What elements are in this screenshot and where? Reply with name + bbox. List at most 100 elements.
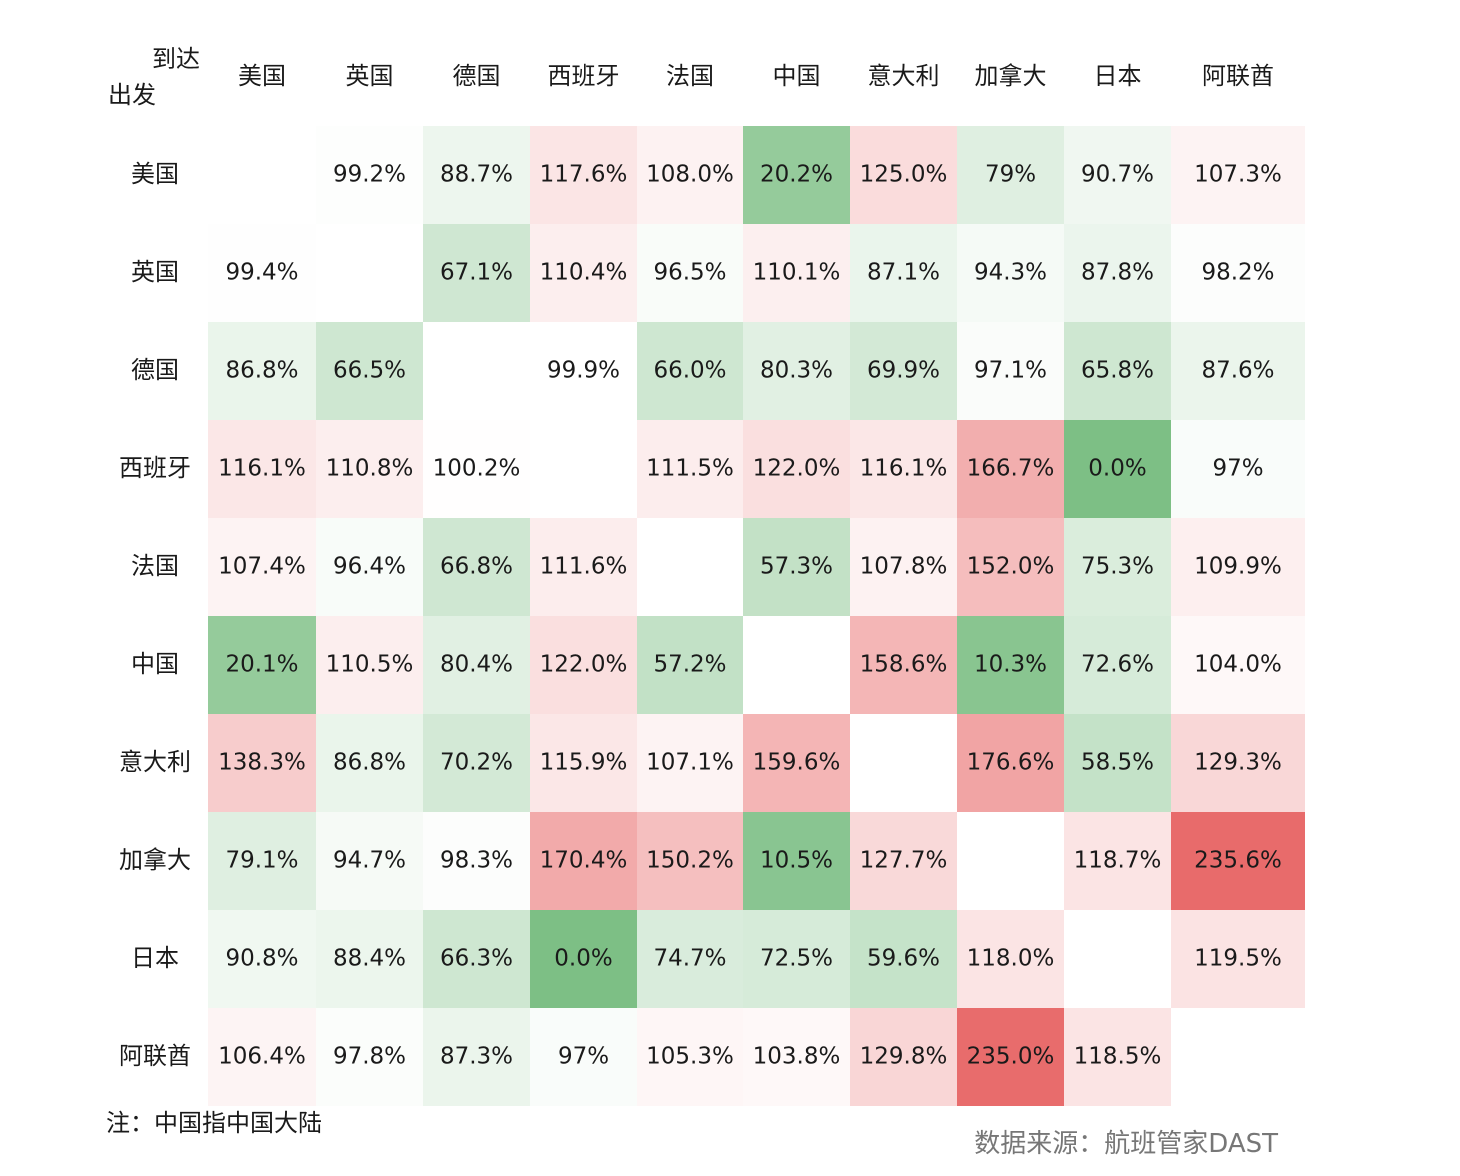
cell-value-label: 94.7% (333, 848, 406, 874)
heatmap-cell (743, 420, 850, 518)
heatmap-cell (1064, 322, 1171, 420)
heatmap-cell (637, 616, 743, 714)
heatmap-cell (208, 126, 316, 224)
heatmap-cell (316, 1008, 423, 1106)
heatmap-cell (316, 420, 423, 518)
heatmap-cell (850, 616, 957, 714)
heatmap-cell (637, 812, 743, 910)
heatmap-cell (743, 714, 850, 812)
cell-value-label: 67.1% (440, 260, 513, 286)
heatmap-cell (637, 1008, 743, 1106)
cell-value-label: 116.1% (218, 456, 306, 482)
heatmap-cell (316, 518, 423, 616)
cell-value-label: 87.3% (440, 1044, 513, 1070)
cell-value-label: 74.7% (653, 946, 726, 972)
heatmap-cell (1171, 224, 1305, 322)
cell-value-label: 138.3% (218, 750, 306, 776)
cell-value-label: 97% (558, 1044, 609, 1070)
heatmap-cell (316, 224, 423, 322)
heatmap-cell (208, 910, 316, 1008)
cell-value-label: 106.4% (218, 1044, 306, 1070)
heatmap-cell (957, 126, 1064, 224)
cell-value-label: 152.0% (967, 554, 1055, 580)
cell-value-label: 235.6% (1194, 848, 1282, 874)
heatmap-cell (1171, 714, 1305, 812)
heatmap-cell (957, 322, 1064, 420)
cell-value-label: 119.5% (1194, 946, 1282, 972)
heatmap-cell (208, 224, 316, 322)
cell-value-label: 158.6% (860, 652, 948, 678)
column-label: 英国 (346, 62, 394, 90)
heatmap-cell (1171, 420, 1305, 518)
cell-value-label: 87.1% (867, 260, 940, 286)
heatmap-cell (743, 126, 850, 224)
cell-value-label: 20.2% (760, 162, 833, 188)
cell-value-label: 105.3% (646, 1044, 734, 1070)
heatmap-cell (208, 714, 316, 812)
heatmap-cell (316, 714, 423, 812)
cell-value-label: 99.9% (547, 358, 620, 384)
row-label: 中国 (131, 650, 179, 678)
heatmap-cell (1171, 1008, 1305, 1106)
column-label: 加拿大 (975, 62, 1047, 90)
heatmap-cell (637, 126, 743, 224)
heatmap-cell (530, 616, 637, 714)
column-label: 中国 (773, 62, 821, 90)
cell-value-label: 97.1% (974, 358, 1047, 384)
heatmap-cell (957, 1008, 1064, 1106)
heatmap-cell (957, 616, 1064, 714)
heatmap-cell (423, 322, 530, 420)
cell-value-label: 96.4% (333, 554, 406, 580)
cell-value-label: 97.8% (333, 1044, 406, 1070)
heatmap-cell (1064, 616, 1171, 714)
heatmap-cell (316, 322, 423, 420)
column-label: 美国 (238, 62, 286, 90)
row-label: 加拿大 (119, 846, 191, 874)
cell-value-label: 88.7% (440, 162, 513, 188)
cell-value-label: 118.7% (1074, 848, 1162, 874)
cell-value-label: 176.6% (967, 750, 1055, 776)
heatmap-cell (423, 224, 530, 322)
heatmap-cell (637, 910, 743, 1008)
heatmap-cell (530, 714, 637, 812)
cell-value-label: 110.1% (753, 260, 841, 286)
row-label: 阿联酋 (119, 1042, 191, 1070)
heatmap-cell (208, 518, 316, 616)
heatmap-cell (957, 910, 1064, 1008)
heatmap-cell (1064, 420, 1171, 518)
heatmap-cell (1064, 812, 1171, 910)
heatmap-cell (316, 812, 423, 910)
cell-value-label: 59.6% (867, 946, 940, 972)
cell-value-label: 107.4% (218, 554, 306, 580)
cell-value-label: 57.3% (760, 554, 833, 580)
cell-value-label: 166.7% (967, 456, 1055, 482)
cell-value-label: 110.5% (326, 652, 414, 678)
row-label: 意大利 (119, 748, 191, 776)
heatmap-cell (637, 518, 743, 616)
cell-value-label: 117.6% (540, 162, 628, 188)
heatmap-cell (423, 420, 530, 518)
heatmap-cell (850, 322, 957, 420)
cell-value-label: 66.3% (440, 946, 513, 972)
cell-value-label: 0.0% (1088, 456, 1146, 482)
cell-value-label: 66.5% (333, 358, 406, 384)
cell-value-label: 100.2% (433, 456, 521, 482)
heatmap-cell (1064, 714, 1171, 812)
heatmap-cell (1064, 1008, 1171, 1106)
heatmap-cell (530, 910, 637, 1008)
heatmap-cell (1064, 126, 1171, 224)
cell-value-label: 70.2% (440, 750, 513, 776)
cell-value-label: 80.3% (760, 358, 833, 384)
heatmap-cell (850, 224, 957, 322)
cell-value-label: 66.0% (653, 358, 726, 384)
cell-value-label: 20.1% (225, 652, 298, 678)
heatmap-cell (423, 616, 530, 714)
cell-value-label: 90.8% (225, 946, 298, 972)
heatmap-cell (316, 126, 423, 224)
cell-value-label: 110.8% (326, 456, 414, 482)
row-label: 英国 (131, 258, 179, 286)
heatmap-cell (743, 224, 850, 322)
cell-value-label: 108.0% (646, 162, 734, 188)
heatmap-cell (957, 812, 1064, 910)
cell-value-label: 58.5% (1081, 750, 1154, 776)
